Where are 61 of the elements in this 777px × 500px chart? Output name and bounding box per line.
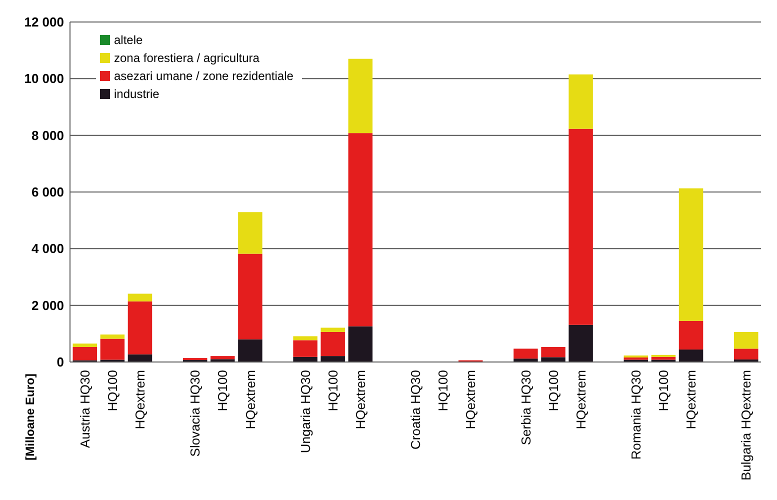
bar [320, 328, 345, 332]
bar [293, 340, 318, 357]
bar [128, 354, 152, 362]
bar [238, 254, 262, 340]
y-tick-label: 8 000 [31, 128, 64, 143]
x-tick-label: HQextrem [352, 370, 368, 430]
x-tick-label: HQ100 [325, 370, 340, 412]
x-tick-label: Romania HQ30 [628, 370, 644, 460]
legend-label: industrie [114, 87, 160, 102]
bar [320, 332, 345, 356]
x-tick-label: Slovacia HQ30 [188, 370, 203, 457]
x-tick-label: Croatia HQ30 [408, 370, 424, 450]
bar [514, 348, 538, 359]
bar [568, 128, 593, 325]
x-tick-label: HQ100 [656, 370, 672, 412]
x-tick-label: HQ100 [436, 370, 451, 412]
x-tick-label: Bulgaria HQextrem [738, 370, 754, 481]
bar [210, 356, 235, 360]
bar [734, 348, 758, 360]
x-tick-label: HQ100 [215, 370, 230, 412]
bar [293, 336, 318, 340]
bar [100, 334, 125, 339]
x-tick-label: Ungaria HQ30 [298, 370, 313, 454]
y-axis-title: [Milloane Euro] [23, 374, 38, 460]
x-tick-label: Serbia HQ30 [518, 370, 534, 446]
x-tick-label: Austria HQ30 [77, 370, 92, 448]
x-tick-label: HQ100 [104, 370, 120, 412]
legend-label: altele [114, 33, 144, 48]
x-tick-label: HQextrem [684, 370, 699, 430]
bar [678, 320, 704, 350]
legend-label: zona forestiera / agricultura [114, 51, 260, 66]
bar [238, 212, 262, 254]
y-tick-label: 4 000 [31, 241, 64, 256]
bar [678, 188, 704, 321]
bar [568, 74, 593, 129]
bar [100, 338, 125, 360]
bar [72, 346, 97, 360]
bar [128, 294, 152, 302]
bar [568, 324, 593, 362]
bar [238, 339, 262, 362]
x-tick-label: HQ100 [546, 370, 561, 412]
bar [734, 332, 758, 349]
x-tick-label: HQextrem [573, 370, 588, 430]
bar [72, 344, 97, 347]
y-tick-label: 0 [56, 354, 64, 370]
bar [348, 326, 373, 362]
x-tick-label: HQextrem [463, 370, 478, 430]
bar [541, 357, 566, 362]
bar [348, 133, 373, 326]
bar [541, 346, 566, 358]
y-tick-label: 2 000 [31, 298, 64, 313]
bar [320, 356, 345, 362]
legend-label: asezari umane / zone rezidentiale [114, 69, 294, 84]
y-tick-label: 6 000 [31, 184, 64, 200]
y-tick-label: 12 000 [24, 14, 64, 30]
y-tick-label: 10 000 [24, 71, 64, 86]
bar [678, 350, 704, 362]
bar [348, 58, 373, 134]
x-tick-label: HQextrem [242, 370, 258, 430]
bar [128, 301, 152, 354]
x-tick-label: HQextrem [132, 370, 148, 430]
